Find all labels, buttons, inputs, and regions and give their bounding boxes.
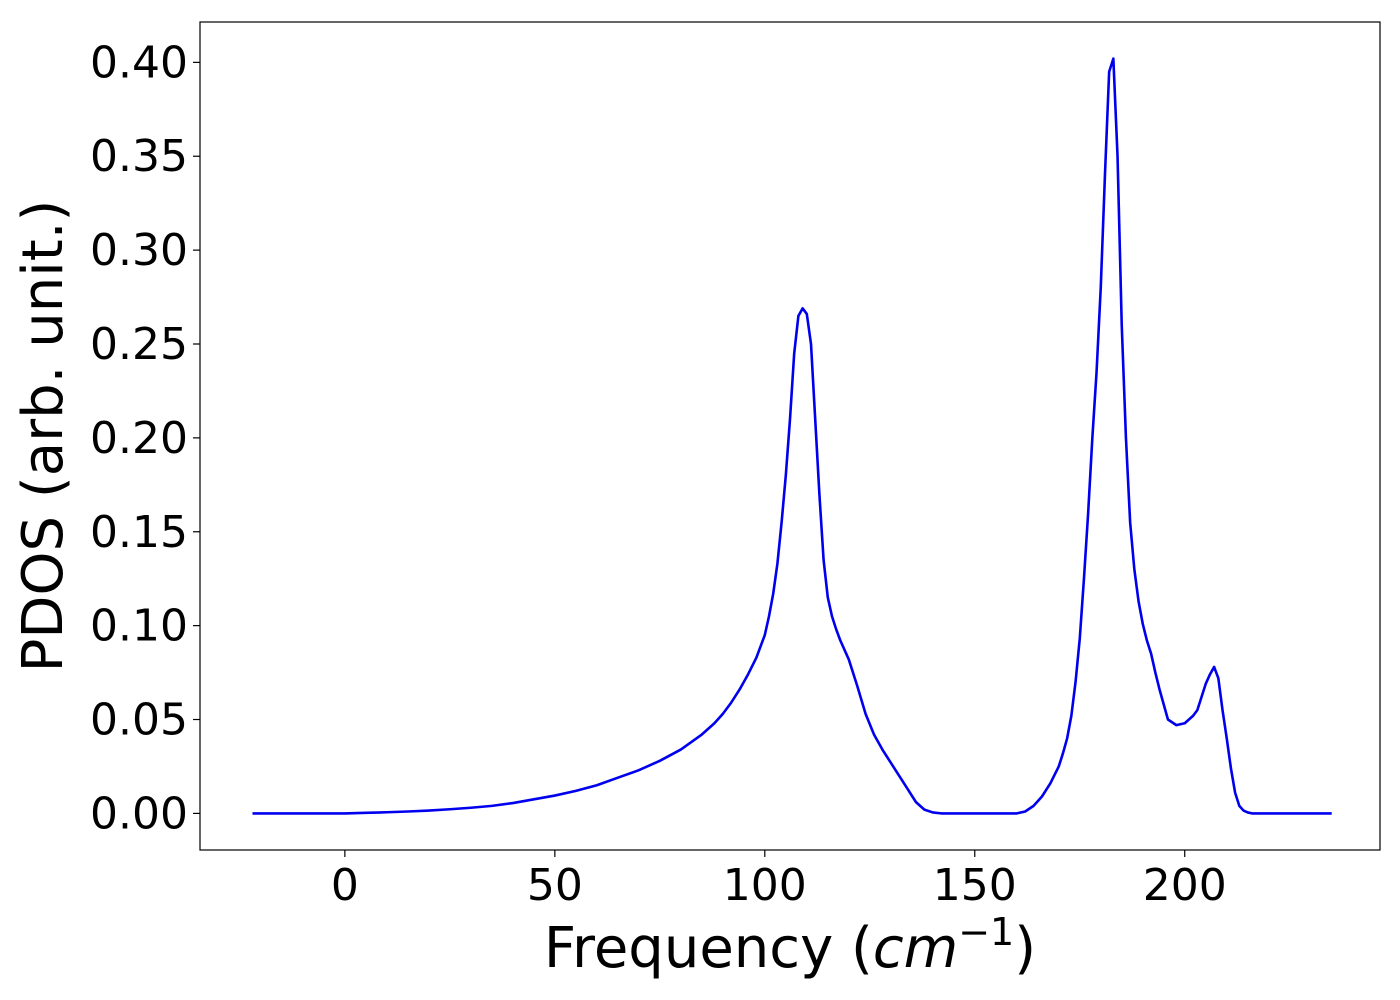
x-tick-label: 150 bbox=[933, 860, 1017, 911]
y-tick-label: 0.10 bbox=[90, 601, 188, 652]
y-axis-ticks: 0.00 0.05 0.10 0.15 0.20 0.25 0.30 0.35 0.40 bbox=[90, 37, 200, 839]
y-tick-label: 0.00 bbox=[90, 788, 188, 839]
y-axis-label: PDOS (arb. unit.) bbox=[11, 200, 76, 673]
plot-frame bbox=[199, 21, 1381, 851]
x-axis-label: Frequency (cm−1) bbox=[544, 910, 1036, 981]
x-tick-label: 200 bbox=[1143, 860, 1227, 911]
y-tick-label: 0.40 bbox=[90, 37, 188, 88]
y-tick-label: 0.30 bbox=[90, 225, 188, 276]
y-tick-label: 0.20 bbox=[90, 413, 188, 464]
pdos-series-line bbox=[252, 57, 1332, 815]
x-axis-ticks: 0 50 100 150 200 bbox=[331, 850, 1227, 911]
x-tick-label: 0 bbox=[331, 860, 359, 911]
x-tick-label: 50 bbox=[527, 860, 583, 911]
x-tick-label: 100 bbox=[723, 860, 807, 911]
y-tick-label: 0.25 bbox=[90, 319, 188, 370]
y-tick-label: 0.05 bbox=[90, 695, 188, 746]
y-tick-label: 0.35 bbox=[90, 131, 188, 182]
y-tick-label: 0.15 bbox=[90, 507, 188, 558]
